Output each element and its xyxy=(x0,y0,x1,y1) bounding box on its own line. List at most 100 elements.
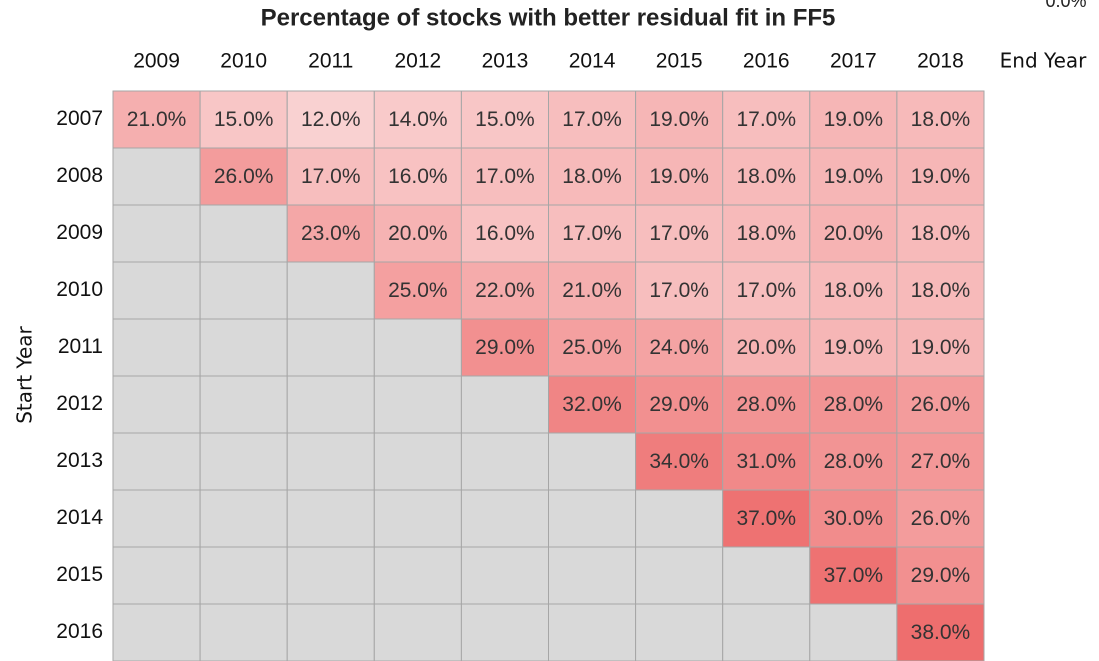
heat-cell xyxy=(286,204,375,263)
empty-cell xyxy=(112,204,201,263)
colorbar-label: 0.0% xyxy=(1045,0,1086,11)
cell-label: 15.0% xyxy=(214,108,274,131)
empty-cell xyxy=(635,546,724,605)
empty-cell xyxy=(199,489,288,548)
heat-cell xyxy=(635,432,724,491)
cell-label: 26.0% xyxy=(911,507,971,530)
empty-cell xyxy=(112,147,201,206)
cell-label: 17.0% xyxy=(736,279,796,302)
y-axis-label: Start Year xyxy=(13,325,37,423)
cell-label: 16.0% xyxy=(475,222,535,245)
empty-cell xyxy=(548,432,637,491)
empty-cell xyxy=(112,432,201,491)
empty-cell xyxy=(635,603,724,661)
y-tick-label: 2009 xyxy=(56,221,103,244)
cell-label: 17.0% xyxy=(562,222,622,245)
x-axis-label: End Year xyxy=(1000,49,1087,73)
heat-cell xyxy=(896,204,985,263)
cell-label: 24.0% xyxy=(649,336,709,359)
y-tick-label: 2014 xyxy=(56,506,103,529)
y-tick-label: 2011 xyxy=(58,335,103,358)
heat-cell xyxy=(373,261,462,320)
cell-label: 19.0% xyxy=(911,336,971,359)
heat-cell xyxy=(809,489,898,548)
cell-label: 21.0% xyxy=(127,108,187,131)
x-tick-label: 2018 xyxy=(917,50,964,73)
cell-label: 19.0% xyxy=(649,108,709,131)
heat-cell xyxy=(809,147,898,206)
x-tick-label: 2011 xyxy=(308,50,353,73)
y-tick-label: 2012 xyxy=(56,392,103,415)
heat-cell xyxy=(635,261,724,320)
empty-cell xyxy=(112,375,201,434)
heat-cell xyxy=(373,204,462,263)
heat-cell xyxy=(286,147,375,206)
heat-cell xyxy=(199,90,288,149)
chart-title: Percentage of stocks with better residua… xyxy=(261,4,836,31)
y-tick-label: 2008 xyxy=(56,164,103,187)
cell-label: 28.0% xyxy=(736,393,796,416)
cell-label: 28.0% xyxy=(824,450,884,473)
empty-cell xyxy=(373,318,462,377)
y-tick-label: 2007 xyxy=(56,107,103,130)
cell-label: 23.0% xyxy=(301,222,361,245)
cell-label: 38.0% xyxy=(911,621,971,644)
heat-cell xyxy=(635,318,724,377)
y-tick-label: 2013 xyxy=(56,449,103,472)
heat-cell xyxy=(112,90,201,149)
cell-label: 17.0% xyxy=(301,165,361,188)
cell-label: 17.0% xyxy=(562,108,622,131)
heat-cell xyxy=(896,489,985,548)
empty-cell xyxy=(199,375,288,434)
empty-cell xyxy=(460,546,549,605)
heat-cell xyxy=(635,147,724,206)
empty-cell xyxy=(373,432,462,491)
cell-label: 17.0% xyxy=(649,222,709,245)
cell-label: 29.0% xyxy=(649,393,709,416)
x-tick-label: 2015 xyxy=(656,50,703,73)
cell-label: 27.0% xyxy=(911,450,971,473)
x-tick-label: 2016 xyxy=(743,50,790,73)
heat-cell xyxy=(460,318,549,377)
y-tick-label: 2015 xyxy=(56,563,103,586)
empty-cell xyxy=(286,375,375,434)
heat-cell xyxy=(896,147,985,206)
empty-cell xyxy=(635,489,724,548)
cell-label: 19.0% xyxy=(649,165,709,188)
cell-label: 18.0% xyxy=(736,222,796,245)
empty-cell xyxy=(460,432,549,491)
cell-label: 18.0% xyxy=(911,222,971,245)
empty-cell xyxy=(373,375,462,434)
empty-cell xyxy=(199,432,288,491)
empty-cell xyxy=(199,603,288,661)
empty-cell xyxy=(809,603,898,661)
empty-cell xyxy=(199,261,288,320)
heat-cell xyxy=(896,432,985,491)
cell-label: 19.0% xyxy=(824,165,884,188)
empty-cell xyxy=(373,603,462,661)
empty-cell xyxy=(286,603,375,661)
cell-label: 26.0% xyxy=(214,165,274,188)
cell-label: 26.0% xyxy=(911,393,971,416)
empty-cell xyxy=(460,603,549,661)
cell-label: 28.0% xyxy=(824,393,884,416)
empty-cell xyxy=(199,546,288,605)
empty-cell xyxy=(112,489,201,548)
cell-label: 31.0% xyxy=(736,450,796,473)
cell-label: 12.0% xyxy=(301,108,361,131)
heat-cell xyxy=(635,375,724,434)
empty-cell xyxy=(286,432,375,491)
cell-label: 19.0% xyxy=(911,165,971,188)
x-tick-label: 2010 xyxy=(220,50,267,73)
heat-cell xyxy=(896,603,985,661)
heat-cell xyxy=(722,318,811,377)
cell-label: 15.0% xyxy=(475,108,535,131)
empty-cell xyxy=(199,204,288,263)
cell-label: 18.0% xyxy=(824,279,884,302)
empty-cell xyxy=(112,546,201,605)
heat-cell xyxy=(809,432,898,491)
cell-label: 25.0% xyxy=(388,279,448,302)
cell-label: 16.0% xyxy=(388,165,448,188)
